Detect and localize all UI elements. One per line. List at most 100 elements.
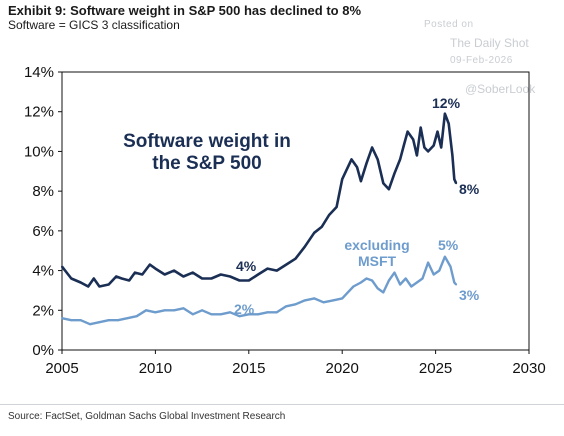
data-point-software (350, 158, 353, 161)
data-point-software (382, 182, 385, 185)
data-point-excluding-msft (173, 309, 176, 312)
data-point-software (320, 225, 323, 228)
chart-title: Exhibit 9: Software weight in S&P 500 ha… (8, 3, 362, 18)
data-point-software (148, 263, 151, 266)
data-point-excluding-msft (117, 319, 119, 322)
x-tick-label: 2010 (139, 360, 172, 377)
data-point-excluding-msft (135, 315, 138, 318)
data-point-software (443, 112, 446, 115)
data-point-software (294, 257, 297, 260)
data-point-software (432, 144, 435, 147)
data-point-software (455, 182, 458, 185)
data-point-software (182, 275, 185, 278)
data-point-excluding-msft (275, 311, 278, 314)
software-series-label-line1: Software weight in (123, 131, 291, 152)
data-point-software (376, 158, 379, 161)
data-point-excluding-msft (443, 255, 446, 258)
data-point-excluding-msft (365, 277, 368, 280)
data-point-software (61, 265, 63, 268)
data-point-excluding-msft (154, 311, 157, 314)
data-point-software (92, 277, 95, 280)
data-point-software (371, 146, 374, 149)
data-point-software (107, 283, 110, 286)
data-point-excluding-msft (387, 279, 390, 282)
data-point-excluding-msft (359, 281, 362, 284)
data-point-excluding-msft (393, 271, 396, 274)
data-point-excluding-msft (341, 297, 344, 300)
data-point-excluding-msft (98, 321, 101, 324)
data-point-software (344, 170, 347, 173)
data-point-software (173, 269, 176, 272)
data-point-excluding-msft (427, 261, 430, 264)
watermark-handle: @SoberLook (465, 82, 536, 96)
data-point-software (412, 138, 415, 141)
data-point-software (115, 275, 118, 278)
data-point-software (266, 267, 269, 270)
data-point-software (133, 271, 136, 274)
data-point-software (447, 122, 450, 125)
data-point-software (120, 277, 123, 280)
software-peak-label: 12% (432, 95, 461, 111)
software-end-label: 8% (459, 181, 480, 197)
data-point-software (419, 126, 422, 129)
y-tick-label: 2% (32, 302, 54, 319)
data-point-software (451, 154, 454, 157)
chart-subtitle: Software = GICS 3 classification (8, 18, 180, 32)
data-point-excluding-msft (210, 313, 213, 316)
data-point-excluding-msft (294, 303, 297, 306)
software-2015-label: 4% (236, 258, 257, 274)
y-tick-label: 0% (32, 342, 54, 359)
data-point-software (423, 146, 426, 149)
software-series-label-line2: the S&P 500 (152, 153, 261, 174)
data-point-software (275, 269, 278, 272)
data-point-software (328, 214, 331, 216)
data-point-excluding-msft (266, 311, 269, 314)
data-point-excluding-msft (453, 281, 456, 284)
data-point-software (356, 166, 359, 169)
y-tick-label: 14% (24, 64, 54, 81)
data-point-software (436, 130, 439, 133)
data-point-excluding-msft (331, 299, 334, 302)
data-point-excluding-msft (371, 279, 374, 282)
data-point-software (399, 158, 402, 161)
data-point-excluding-msft (238, 315, 241, 318)
x-tick-label: 2015 (232, 360, 265, 377)
data-point-excluding-msft (219, 313, 222, 316)
watermark-date: 09-Feb-2026 (450, 55, 513, 66)
data-point-excluding-msft (257, 313, 260, 316)
data-point-software (303, 245, 306, 248)
data-point-software (141, 273, 144, 276)
data-point-software (393, 172, 396, 175)
data-point-software (201, 277, 204, 280)
y-tick-label: 4% (32, 263, 54, 280)
data-point-excluding-msft (201, 309, 204, 312)
data-point-excluding-msft (182, 307, 185, 310)
x-tick-label: 2020 (326, 360, 359, 377)
data-point-excluding-msft (410, 285, 413, 288)
data-point-excluding-msft (415, 281, 418, 284)
data-point-excluding-msft (229, 311, 232, 314)
footer-divider (0, 404, 564, 405)
data-point-excluding-msft (399, 283, 402, 286)
data-point-software (341, 178, 344, 181)
data-point-software (229, 275, 232, 278)
data-point-software (163, 273, 166, 276)
data-point-software (415, 154, 418, 157)
x-tick-label: 2005 (45, 360, 78, 377)
series-points (61, 112, 458, 326)
y-tick-label: 6% (32, 223, 54, 240)
y-tick-label: 8% (32, 183, 54, 200)
data-point-excluding-msft (376, 287, 379, 290)
data-point-excluding-msft (404, 277, 407, 280)
plot-frame (61, 71, 530, 351)
data-point-software (87, 285, 90, 288)
data-point-excluding-msft (438, 269, 441, 272)
data-point-excluding-msft (247, 313, 250, 316)
data-point-software (247, 279, 250, 282)
data-point-software (128, 279, 131, 282)
data-point-software (285, 263, 288, 266)
data-point-excluding-msft (303, 299, 306, 302)
chart-svg: 0% 2% 4% 6% 8% 10% 12% 14% 2005 2010 2015 2020 2025… (24, 64, 546, 377)
x-tick-label: 2025 (419, 360, 452, 377)
data-point-excluding-msft (163, 309, 166, 312)
